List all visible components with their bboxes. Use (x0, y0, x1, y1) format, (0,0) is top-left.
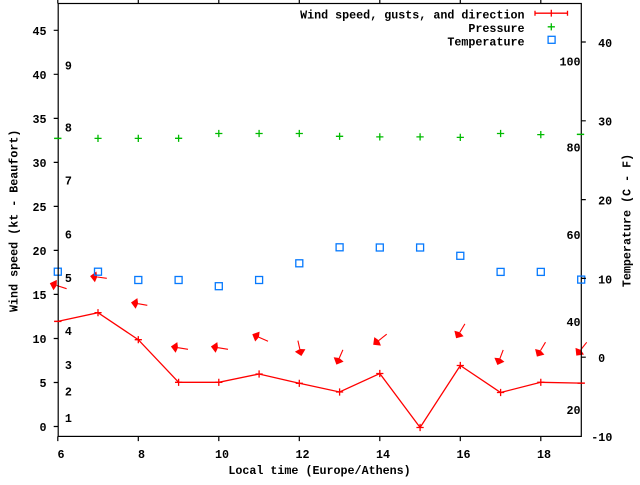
svg-text:60: 60 (566, 229, 580, 243)
svg-text:40: 40 (32, 69, 46, 83)
svg-text:30: 30 (32, 157, 46, 171)
svg-text:20: 20 (32, 245, 46, 259)
svg-text:14: 14 (376, 448, 390, 462)
svg-text:40: 40 (566, 316, 580, 330)
svg-text:18: 18 (537, 448, 551, 462)
svg-text:8: 8 (65, 122, 72, 136)
svg-text:45: 45 (32, 25, 46, 39)
svg-text:0: 0 (598, 352, 605, 366)
svg-text:Temperature: Temperature (447, 35, 524, 49)
svg-text:10: 10 (598, 273, 612, 287)
svg-text:16: 16 (456, 448, 470, 462)
svg-text:100: 100 (559, 55, 580, 69)
svg-text:Temperature (C - F): Temperature (C - F) (620, 154, 634, 287)
svg-text:1: 1 (65, 412, 72, 426)
svg-text:3: 3 (65, 359, 72, 373)
svg-text:Local time (Europe/Athens): Local time (Europe/Athens) (228, 464, 410, 478)
svg-text:Wind speed, gusts, and directi: Wind speed, gusts, and direction (300, 8, 524, 22)
svg-text:40: 40 (598, 37, 612, 51)
svg-text:4: 4 (65, 325, 72, 339)
svg-text:10: 10 (215, 448, 229, 462)
svg-text:2: 2 (65, 385, 72, 399)
svg-text:12: 12 (295, 448, 309, 462)
svg-text:5: 5 (65, 272, 72, 286)
svg-text:35: 35 (32, 113, 46, 127)
svg-text:8: 8 (138, 448, 145, 462)
svg-text:Wind speed (kt - Beaufort): Wind speed (kt - Beaufort) (7, 130, 21, 312)
svg-text:20: 20 (598, 195, 612, 209)
svg-text:-10: -10 (591, 431, 612, 445)
svg-text:0: 0 (39, 421, 46, 435)
svg-text:9: 9 (65, 60, 72, 74)
svg-text:5: 5 (39, 377, 46, 391)
svg-text:15: 15 (32, 289, 46, 303)
svg-text:30: 30 (598, 116, 612, 130)
svg-text:10: 10 (32, 333, 46, 347)
svg-text:25: 25 (32, 201, 46, 215)
svg-text:6: 6 (57, 448, 64, 462)
svg-text:80: 80 (566, 142, 580, 156)
svg-text:7: 7 (65, 174, 72, 188)
svg-text:20: 20 (566, 404, 580, 418)
svg-text:6: 6 (65, 229, 72, 243)
svg-text:Pressure: Pressure (468, 22, 524, 36)
